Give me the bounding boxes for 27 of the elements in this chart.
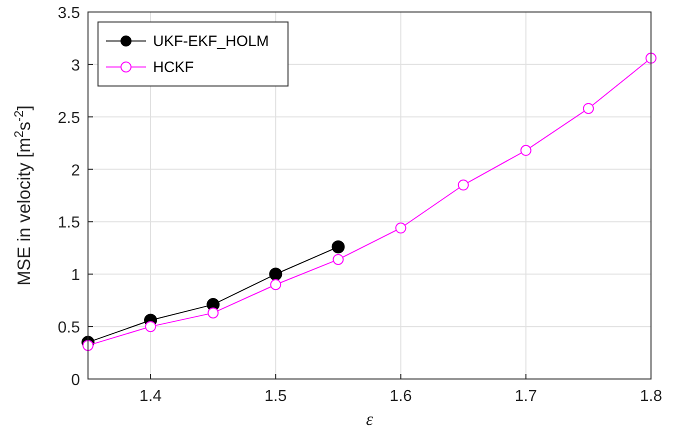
point bbox=[332, 254, 344, 265]
y-tick-label: 0.5 bbox=[58, 320, 80, 337]
x-tick-label: 1.8 bbox=[640, 388, 662, 405]
y-tick-label: 3.5 bbox=[58, 5, 80, 22]
y-tick-label: 1.5 bbox=[58, 214, 80, 232]
y-tick-label: 2.5 bbox=[58, 110, 80, 127]
legend-label: UKF-EKF_HOLM bbox=[153, 33, 269, 50]
x-tick-label: 1.6 bbox=[390, 388, 412, 405]
y-tick-label: 3 bbox=[71, 57, 80, 74]
point bbox=[208, 307, 219, 318]
x-axis-title: ε bbox=[366, 409, 374, 429]
point bbox=[270, 279, 282, 290]
point bbox=[395, 222, 406, 234]
x-tick-label: 1.4 bbox=[139, 388, 162, 405]
y-tick-label: 1 bbox=[71, 267, 80, 284]
point bbox=[269, 268, 282, 281]
point bbox=[582, 102, 594, 114]
legend-label: HCKF bbox=[153, 59, 194, 76]
x-tick-label: 1.5 bbox=[264, 388, 287, 405]
point bbox=[458, 180, 469, 191]
point bbox=[145, 321, 156, 332]
point bbox=[520, 144, 532, 156]
x-tick-label: 1.7 bbox=[514, 388, 538, 405]
y-tick-label: 0 bbox=[71, 372, 80, 389]
point bbox=[82, 340, 94, 351]
y-tick-label: 2 bbox=[71, 162, 80, 180]
point bbox=[332, 240, 345, 254]
